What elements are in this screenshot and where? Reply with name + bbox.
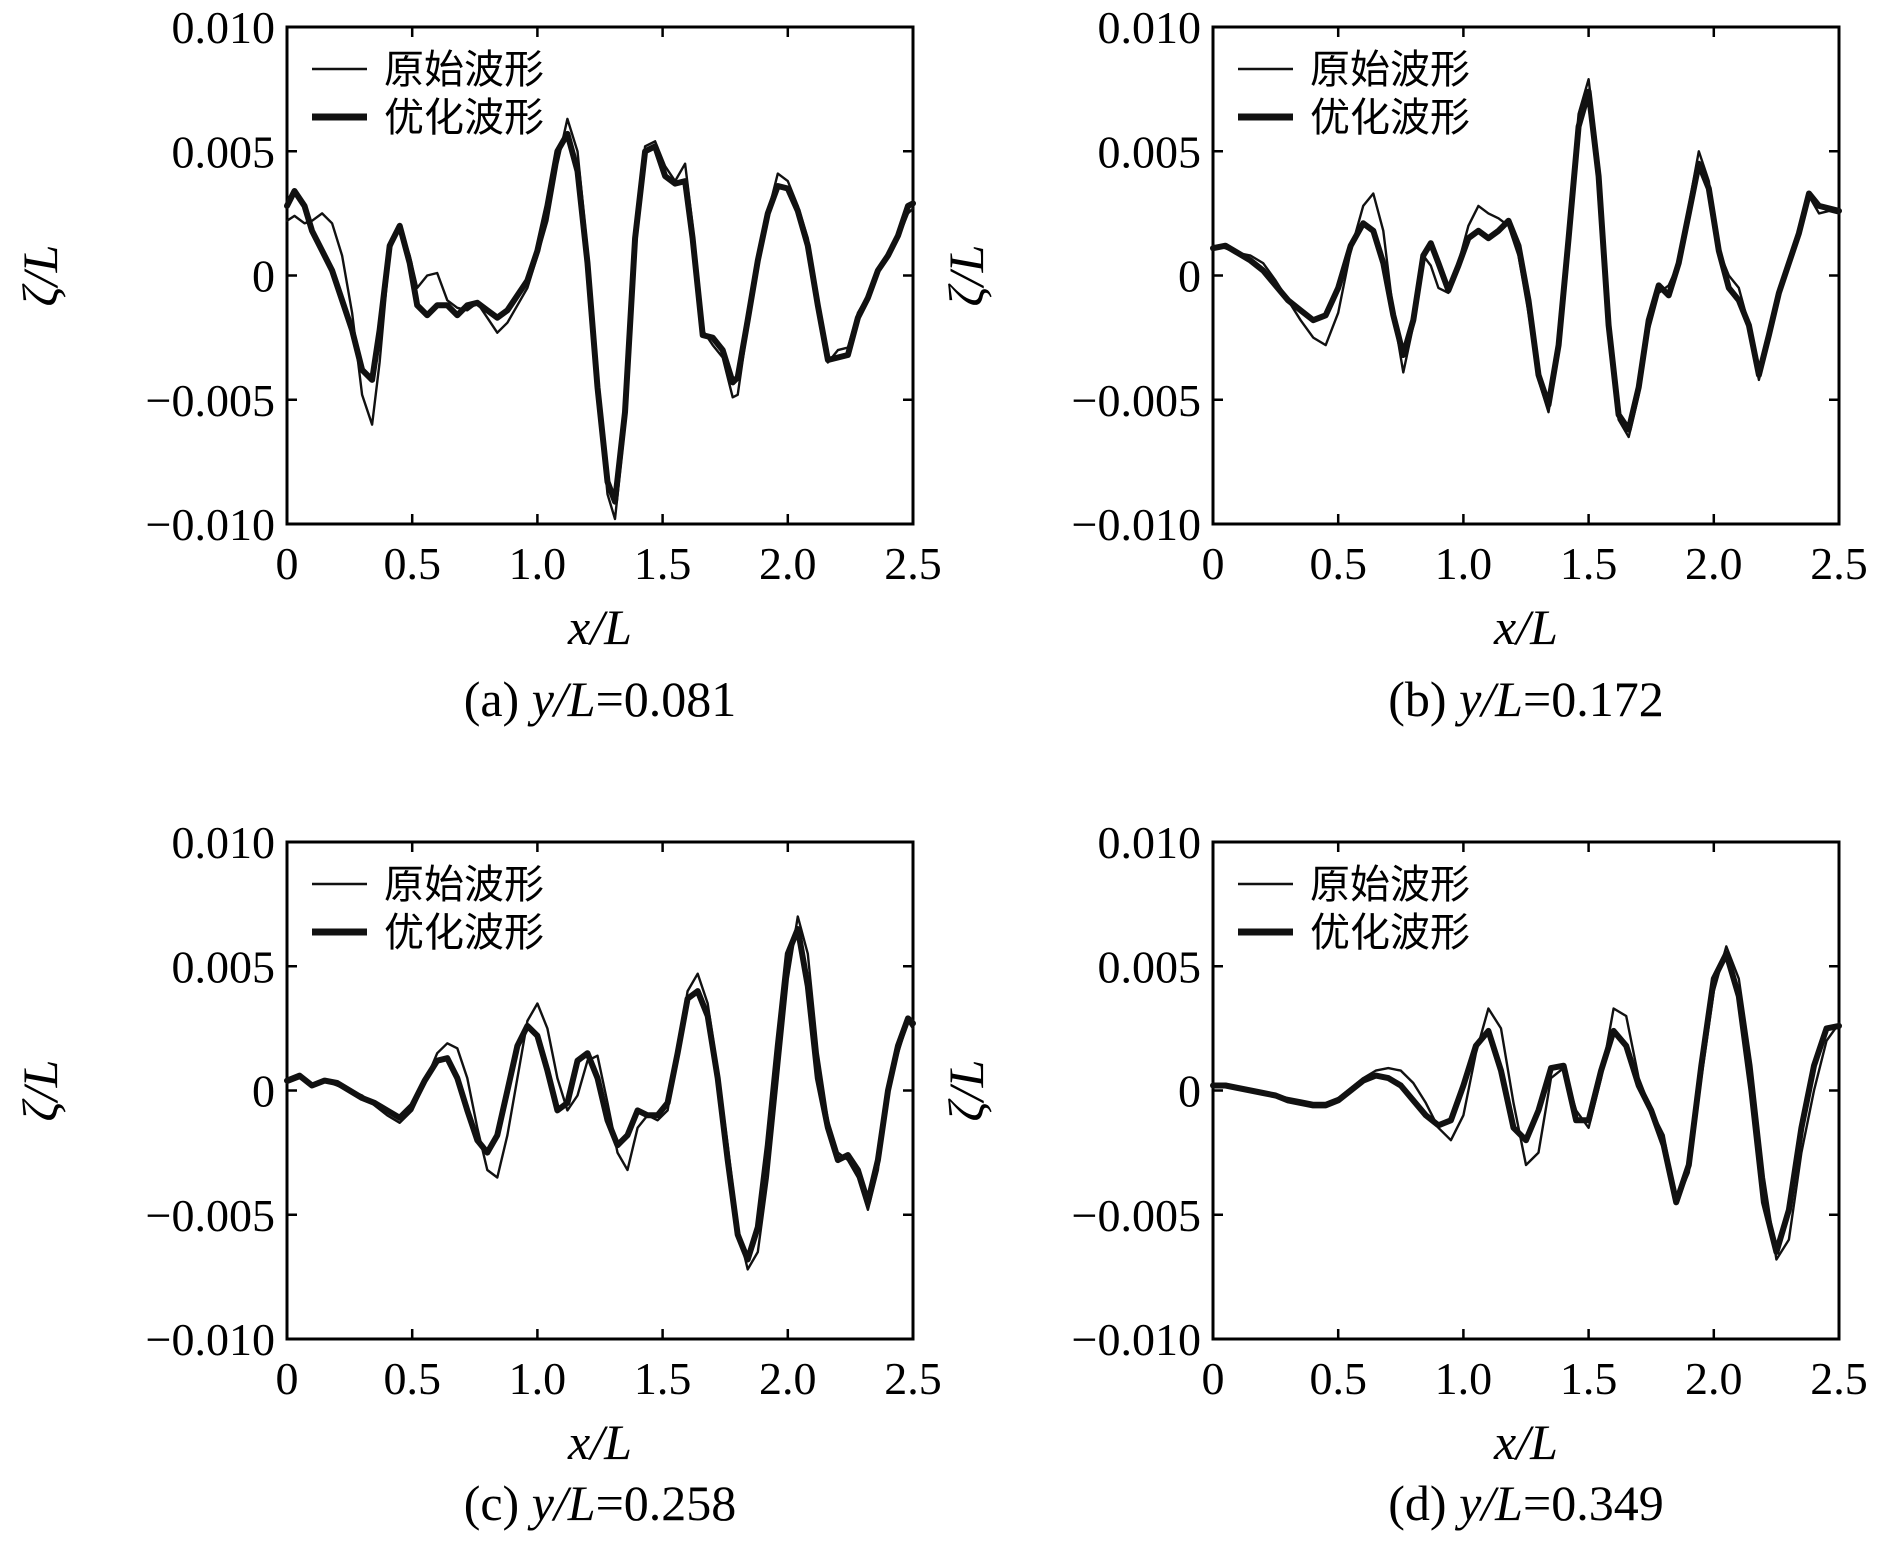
caption-value: =0.081 xyxy=(596,671,737,727)
x-tick-label: 0.5 xyxy=(1309,538,1367,589)
plot-frame xyxy=(285,25,915,526)
y-tick-label: 0.005 xyxy=(172,941,276,992)
x-tick-label: 2.5 xyxy=(884,1353,942,1404)
legend-label-optimized: 优化波形 xyxy=(1310,910,1470,956)
y-tick-label: 0.010 xyxy=(172,2,276,53)
y-axis-label: ζ/L xyxy=(12,245,68,307)
caption-prefix: (b) xyxy=(1388,671,1459,727)
x-tick-label: 2.0 xyxy=(1685,1353,1743,1404)
x-tick-label: 1.5 xyxy=(1560,538,1618,589)
x-tick-label: 0.5 xyxy=(383,538,441,589)
x-tick-label: 2.0 xyxy=(759,1353,817,1404)
panel-caption: (a) y/L=0.081 xyxy=(464,671,737,727)
legend-label-optimized: 优化波形 xyxy=(1310,95,1470,141)
x-tick-label: 2.0 xyxy=(759,538,817,589)
caption-value: =0.258 xyxy=(596,1475,737,1531)
y-tick-label: 0 xyxy=(1178,1066,1201,1117)
chart-panel-3: 0 0.5 1.0 1.5 2.0 2.5 0.010 0.005 0 −0.005 −0.010 原… xyxy=(12,817,942,1531)
y-axis-label: ζ/L xyxy=(12,1060,68,1122)
y-tick-label: 0 xyxy=(252,1066,275,1117)
x-tick-label: 2.5 xyxy=(1810,1353,1868,1404)
x-tick-label: 2.0 xyxy=(1685,538,1743,589)
panel-caption: (c) y/L=0.258 xyxy=(464,1475,737,1531)
series-line-optimized xyxy=(1210,88,1842,433)
series-line-optimized xyxy=(284,926,916,1263)
legend-label-optimized: 优化波形 xyxy=(384,910,544,956)
y-axis-label: ζ/L xyxy=(938,1060,994,1122)
y-tick-label: 0.005 xyxy=(1098,126,1202,177)
caption-prefix: (a) xyxy=(464,671,532,727)
legend-label-original: 原始波形 xyxy=(384,47,544,93)
y-tick-label: −0.010 xyxy=(1072,1314,1201,1365)
y-tick-label: −0.005 xyxy=(146,375,275,426)
y-tick-label: −0.005 xyxy=(146,1190,275,1241)
x-tick-label: 1.5 xyxy=(634,1353,692,1404)
x-tick-label: 0.5 xyxy=(1309,1353,1367,1404)
x-tick-label: 1.5 xyxy=(634,538,692,589)
y-tick-label: 0.005 xyxy=(1098,941,1202,992)
chart-panel-4: 0 0.5 1.0 1.5 2.0 2.5 0.010 0.005 0 −0.005 −0.010 原… xyxy=(938,817,1868,1531)
x-axis-label: x/L xyxy=(567,599,632,655)
y-axis-label: ζ/L xyxy=(938,245,994,307)
x-tick-label: 0.5 xyxy=(383,1353,441,1404)
caption-variable: y/L xyxy=(527,1475,596,1531)
caption-variable: y/L xyxy=(1454,671,1523,727)
caption-prefix: (d) xyxy=(1388,1475,1459,1531)
y-tick-label: −0.005 xyxy=(1072,375,1201,426)
series-line-original xyxy=(1211,77,1841,439)
plot-frame xyxy=(1211,840,1841,1341)
panel-caption: (b) y/L=0.172 xyxy=(1388,671,1663,727)
series-line-optimized xyxy=(284,130,916,505)
x-tick-label: 0 xyxy=(276,1353,299,1404)
caption-variable: y/L xyxy=(1454,1475,1523,1531)
caption-value: =0.172 xyxy=(1523,671,1664,727)
x-axis-label: x/L xyxy=(1493,599,1558,655)
x-tick-label: 1.0 xyxy=(1435,538,1493,589)
y-tick-label: 0.010 xyxy=(1098,2,1202,53)
y-tick-label: −0.005 xyxy=(1072,1190,1201,1241)
y-tick-label: −0.010 xyxy=(1072,499,1201,550)
y-tick-label: 0 xyxy=(1178,251,1201,302)
x-axis-label: x/L xyxy=(1493,1414,1558,1470)
y-tick-label: 0.010 xyxy=(1098,817,1202,868)
chart-panel-1: 0 0.5 1.0 1.5 2.0 2.5 0.010 0.005 0 −0.005 −0.010 原… xyxy=(12,2,942,727)
legend-label-original: 原始波形 xyxy=(1310,862,1470,908)
x-axis-label: x/L xyxy=(567,1414,632,1470)
x-tick-label: 1.0 xyxy=(509,538,567,589)
x-tick-label: 2.5 xyxy=(884,538,942,589)
x-tick-label: 1.5 xyxy=(1560,1353,1618,1404)
caption-value: =0.349 xyxy=(1523,1475,1664,1531)
x-tick-label: 1.0 xyxy=(509,1353,567,1404)
caption-prefix: (c) xyxy=(464,1475,532,1531)
series-line-optimized xyxy=(1210,950,1842,1255)
caption-variable: y/L xyxy=(527,671,596,727)
x-tick-label: 0 xyxy=(1202,538,1225,589)
x-tick-label: 0 xyxy=(1202,1353,1225,1404)
legend-label-original: 原始波形 xyxy=(384,862,544,908)
y-tick-label: 0.005 xyxy=(172,126,276,177)
panel-caption: (d) y/L=0.349 xyxy=(1388,1475,1663,1531)
x-tick-label: 0 xyxy=(276,538,299,589)
y-tick-label: 0 xyxy=(252,251,275,302)
x-tick-label: 2.5 xyxy=(1810,538,1868,589)
y-tick-label: 0.010 xyxy=(172,817,276,868)
legend-label-optimized: 优化波形 xyxy=(384,95,544,141)
legend-label-original: 原始波形 xyxy=(1310,47,1470,93)
chart-panel-2: 0 0.5 1.0 1.5 2.0 2.5 0.010 0.005 0 −0.005 −0.010 原… xyxy=(938,2,1868,727)
x-tick-label: 1.0 xyxy=(1435,1353,1493,1404)
y-tick-label: −0.010 xyxy=(146,499,275,550)
y-tick-label: −0.010 xyxy=(146,1314,275,1365)
